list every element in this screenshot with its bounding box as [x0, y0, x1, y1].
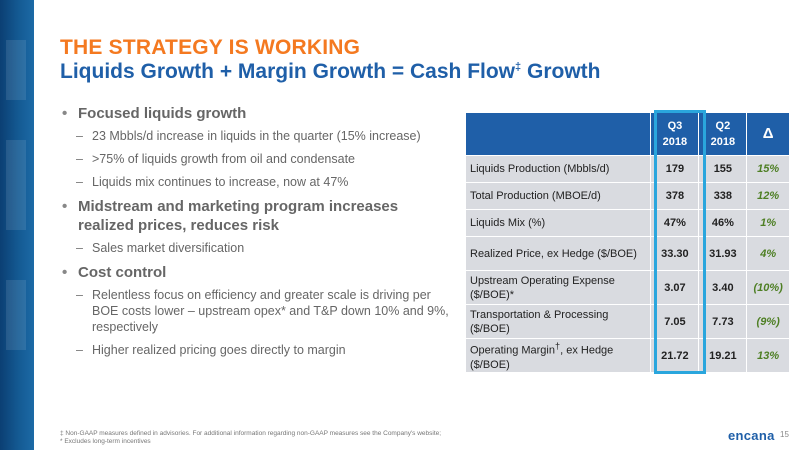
q3-value: 7.05 [650, 304, 700, 339]
footnotes: ‡ Non-GAAP measures defined in advisorie… [60, 430, 560, 446]
row-label: Transportation & Processing ($/BOE) [464, 304, 652, 339]
band-pattern-block [6, 140, 26, 230]
q2-value: 31.93 [698, 236, 748, 271]
bullet-list: Focused liquids growth 23 Mbbls/d increa… [62, 104, 457, 365]
subtitle-footnote-mark: ‡ [515, 61, 522, 73]
slide-subtitle: Liquids Growth + Margin Growth = Cash Fl… [60, 60, 600, 84]
side-decorative-band [0, 0, 34, 450]
header-label-cell [464, 112, 652, 156]
delta-value: (9%) [746, 304, 790, 339]
page-number: 15 [780, 430, 789, 439]
delta-value: 15% [746, 155, 790, 183]
delta-value: 1% [746, 209, 790, 237]
header-q3-quarter: Q3 [667, 120, 683, 132]
sub-bullet-item: Sales market diversification [62, 240, 457, 256]
footnote-line: ‡ Non-GAAP measures defined in advisorie… [60, 430, 442, 437]
header-q2-year: 2018 [710, 136, 736, 148]
q2-value: 46% [698, 209, 748, 237]
table-row: Liquids Production (Mbbls/d) 179 155 15% [464, 155, 790, 183]
q3-value: 47% [650, 209, 700, 237]
band-pattern-block [6, 280, 26, 350]
sub-bullet-item: Relentless focus on efficiency and great… [62, 287, 457, 335]
delta-value: (10%) [746, 270, 790, 305]
q3-value: 378 [650, 182, 700, 210]
table-row: Liquids Mix (%) 47% 46% 1% [464, 209, 790, 237]
table-row: Realized Price, ex Hedge ($/BOE) 33.30 3… [464, 236, 790, 271]
header-q2: Q2 2018 [698, 112, 748, 156]
bullet-item: Cost control [62, 263, 457, 282]
row-label: Liquids Mix (%) [464, 209, 652, 237]
q2-value: 19.21 [698, 338, 748, 373]
delta-value: 12% [746, 182, 790, 210]
q3-value: 179 [650, 155, 700, 183]
band-pattern-block [6, 40, 26, 100]
table-row: Operating Margin†, ex Hedge ($/BOE) 21.7… [464, 338, 790, 373]
row-label: Upstream Operating Expense ($/BOE)* [464, 270, 652, 305]
subtitle-text: Liquids Growth + Margin Growth = Cash Fl… [60, 60, 516, 83]
slide-title: THE STRATEGY IS WORKING [60, 36, 361, 59]
row-label: Total Production (MBOE/d) [464, 182, 652, 210]
header-q2-quarter: Q2 [715, 120, 731, 132]
q2-value: 7.73 [698, 304, 748, 339]
row-label-text: Operating Margin [470, 344, 555, 357]
sub-bullet-item: 23 Mbbls/d increase in liquids in the qu… [62, 128, 457, 144]
footnote-line: * Excludes long-term incentives [60, 438, 151, 445]
subtitle-text-end: Growth [521, 60, 601, 83]
company-logo: encana [728, 428, 775, 443]
row-label: Operating Margin†, ex Hedge ($/BOE) [464, 338, 652, 373]
bullet-item: Midstream and marketing program increase… [62, 197, 457, 235]
row-label-text-end: , ex Hedge ($/BOE) [470, 344, 614, 371]
delta-value: 4% [746, 236, 790, 271]
header-q3-year: 2018 [662, 136, 688, 148]
sub-bullet-item: Liquids mix continues to increase, now a… [62, 174, 457, 190]
metrics-table: Q3 2018 Q2 2018 Δ Liquids Production (Mbbl… [464, 112, 790, 373]
table-row: Upstream Operating Expense ($/BOE)* 3.07… [464, 270, 790, 305]
sub-bullet-item: Higher realized pricing goes directly to… [62, 342, 457, 358]
q3-value: 33.30 [650, 236, 700, 271]
q3-column-highlight [654, 110, 706, 374]
q2-value: 3.40 [698, 270, 748, 305]
row-label: Liquids Production (Mbbls/d) [464, 155, 652, 183]
q2-value: 338 [698, 182, 748, 210]
q2-value: 155 [698, 155, 748, 183]
delta-value: 13% [746, 338, 790, 373]
header-q3: Q3 2018 [650, 112, 700, 156]
bullet-item: Focused liquids growth [62, 104, 457, 123]
row-label: Realized Price, ex Hedge ($/BOE) [464, 236, 652, 271]
sub-bullet-item: >75% of liquids growth from oil and cond… [62, 151, 457, 167]
header-delta: Δ [746, 112, 790, 156]
row-label-footnote-mark: † [555, 341, 561, 352]
table-row: Transportation & Processing ($/BOE) 7.05… [464, 304, 790, 339]
table-header-row: Q3 2018 Q2 2018 Δ [464, 112, 790, 156]
table-row: Total Production (MBOE/d) 378 338 12% [464, 182, 790, 210]
